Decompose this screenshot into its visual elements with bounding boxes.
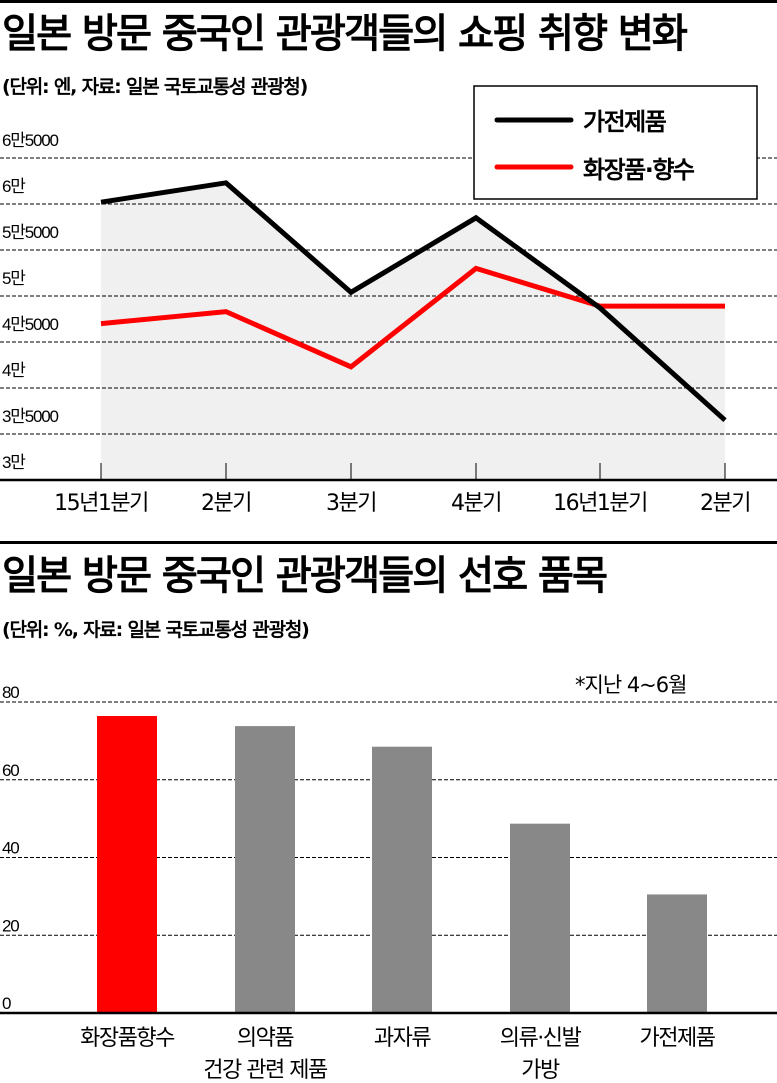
- y-axis-label: 3만: [2, 453, 26, 472]
- series-line-electronics: [100, 180, 727, 423]
- bar: [510, 823, 570, 1013]
- x-axis-label: 과자류: [374, 1026, 431, 1051]
- top-border: [0, 0, 777, 3]
- x-axis-label: 2분기: [700, 491, 750, 516]
- bar-chart-subtitle: (단위: %, 자료: 일본 국토교통성 관광청): [2, 619, 310, 641]
- y-axis-label: 4만: [2, 361, 26, 380]
- y-axis-label: 5만: [2, 269, 26, 288]
- x-axis-label: 화장품향수: [80, 1026, 175, 1051]
- x-axis-label: 16년1분기: [553, 491, 647, 516]
- line-chart-y-axis-labels: 3만 3만5000 4만 4만5000 5만 5만5000 6만 6만5000: [2, 131, 60, 472]
- x-axis-label: 2분기: [201, 491, 251, 516]
- y-axis-label: 60: [2, 761, 19, 780]
- legend-label-electronics: 가전제품: [583, 108, 667, 136]
- y-axis-label: 0: [2, 994, 11, 1013]
- x-axis-label: 4분기: [451, 491, 501, 516]
- x-axis-label: 가전제품: [640, 1026, 716, 1051]
- series-line-cosmetics: [100, 265, 725, 370]
- x-axis-label: 의류·신발: [500, 1026, 582, 1051]
- section-divider: [0, 541, 777, 544]
- line-chart: 3만 3만5000 4만 4만5000 5만 5만5000 6만 6만5000 15년1분기 2…: [0, 85, 777, 516]
- y-axis-label: 5만5000: [2, 223, 58, 242]
- legend-box: [473, 85, 758, 200]
- x-axis-label: 의약품: [237, 1026, 294, 1051]
- bar: [235, 726, 295, 1013]
- x-axis-label-line2: 건강 관련 제품: [203, 1058, 328, 1083]
- y-axis-label: 3만5000: [2, 407, 58, 426]
- bar: [372, 746, 432, 1013]
- x-axis-label: 15년1분기: [54, 491, 148, 516]
- y-axis-label: 4만5000: [2, 315, 58, 334]
- y-axis-label: 20: [2, 916, 19, 935]
- bar: [97, 715, 157, 1013]
- y-axis-label: 6만: [2, 177, 26, 196]
- bar-chart-bars: [97, 715, 707, 1013]
- y-axis-label: 80: [2, 683, 19, 702]
- bar: [647, 894, 707, 1013]
- line-chart-title: 일본 방문 중국인 관광객들의 쇼핑 취향 변화: [2, 11, 688, 57]
- x-axis-label-line2: 가방: [521, 1058, 560, 1083]
- line-chart-fill-area: [101, 182, 725, 480]
- line-chart-subtitle: (단위: 엔, 자료: 일본 국토교통성 관광청): [2, 76, 308, 98]
- line-chart-x-ticks: [100, 463, 726, 480]
- y-axis-label: 6만5000: [2, 131, 58, 150]
- line-chart-x-axis-labels: 15년1분기 2분기 3분기 4분기 16년1분기 2분기: [54, 491, 751, 516]
- legend: 가전제품 화장품·향수: [473, 85, 758, 200]
- bar-chart-title: 일본 방문 중국인 관광객들의 선호 품목: [2, 553, 608, 599]
- x-axis-label: 3분기: [326, 491, 376, 516]
- y-axis-label: 40: [2, 839, 19, 858]
- legend-label-cosmetics: 화장품·향수: [583, 156, 695, 184]
- bar-chart-y-axis-labels: 0 20 40 60 80: [2, 683, 20, 1013]
- bar-chart-note: *지난 4~6월: [575, 673, 686, 697]
